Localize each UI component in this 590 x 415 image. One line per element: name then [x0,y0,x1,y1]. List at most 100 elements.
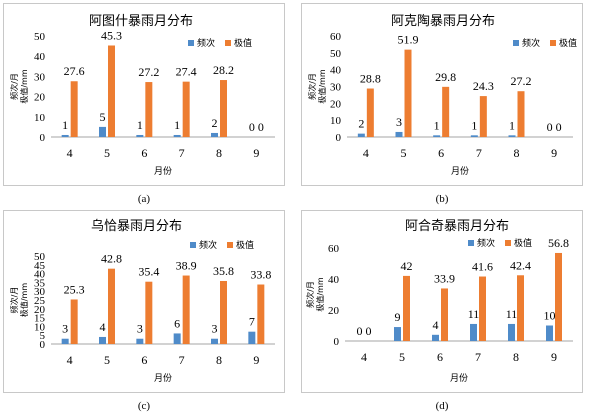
data-label-frequency: 1 [471,118,477,132]
panel-a-frame [3,3,285,186]
data-label-extreme: 27.2 [511,74,532,88]
bar-frequency [395,131,403,137]
x-tick-label: 7 [476,146,482,160]
y-tick-label: 45 [34,260,46,272]
bar-frequency [99,336,106,344]
x-tick-label: 8 [216,146,222,160]
y-tick-label: 40 [34,269,46,281]
bar-frequency [433,135,441,137]
bar-extreme [517,91,525,137]
data-label-extreme: 56.8 [548,236,569,250]
data-label-frequency: 3 [62,322,68,336]
bar-extreme [70,81,78,137]
y-axis-label-1: 频次/月 [9,73,19,100]
y-tick-label: 5 [40,330,46,342]
y-tick-label: 0 [334,336,340,348]
caption-a: (a) [137,193,151,205]
bar-frequency [99,126,106,137]
y-tick-label: 0 [40,132,46,144]
data-label-frequency: 1 [62,118,68,132]
data-label-frequency: 3 [212,322,218,336]
x-tick-label: 4 [361,350,367,364]
data-label-frequency: 1 [137,118,143,132]
y-tick-label: 20 [34,304,46,316]
data-label-extreme: 24.3 [473,79,494,93]
x-tick-label: 7 [179,146,185,160]
y-tick-label: 0 [336,132,342,144]
bar-extreme [108,268,115,344]
panel-b-frame [301,3,583,186]
data-label-frequency: 1 [174,118,180,132]
bar-extreme [441,288,448,341]
x-axis-label: 月份 [154,165,172,177]
y-tick-label: 40 [330,65,342,77]
legend-label-extreme: 极值 [559,37,577,49]
data-label-extreme: 28.2 [213,63,234,77]
y-tick-label: 30 [34,71,46,83]
y-tick-label: 60 [330,31,342,43]
bar-frequency [136,134,144,137]
bar-frequency [357,133,365,137]
bar-extreme [404,49,412,138]
bar-frequency [508,135,516,137]
y-tick-label: 25 [34,295,46,307]
bar-frequency [394,327,401,341]
bar-extreme [145,281,153,344]
data-label-extreme: 27.6 [64,64,85,78]
data-label-extreme: 51.9 [398,33,419,47]
bar-extreme [257,284,265,344]
data-label-extreme: 28.8 [360,72,381,86]
bar-frequency [173,333,181,344]
data-label-frequency: 6 [174,316,180,330]
bar-frequency [61,134,69,137]
x-tick-label: 9 [551,350,557,364]
data-label-extreme: 45.3 [101,28,122,42]
legend-swatch-frequency [513,40,519,46]
x-tick-label: 8 [513,350,519,364]
x-tick-label: 6 [141,353,147,367]
data-label-extreme: 35.4 [138,265,159,279]
data-label-extreme: 42 [401,259,413,273]
data-label-extreme: 42.8 [101,252,122,266]
data-label-frequency: 2 [358,117,364,131]
y-tick-label: 10 [34,321,46,333]
y-tick-label: 40 [328,274,340,286]
x-tick-label: 4 [363,146,369,160]
bar-extreme [366,88,374,137]
y-tick-label: 40 [34,51,46,63]
bar-frequency [173,134,181,137]
data-label-frequency: 0 [249,120,255,134]
y-tick-label: 60 [328,243,340,255]
x-tick-label: 6 [437,350,443,364]
x-tick-label: 5 [401,146,407,160]
y-axis-label-2: 极值/mm [315,277,325,311]
bar-extreme [442,86,450,137]
data-label-frequency: 2 [212,116,218,130]
bar-extreme [220,280,227,344]
x-tick-label: 9 [253,146,259,160]
y-axis-label-1: 频次/月 [305,281,315,308]
x-tick-label: 7 [475,350,481,364]
bar-frequency [248,331,256,344]
y-tick-label: 30 [330,82,342,94]
legend-label-extreme: 极值 [234,37,252,49]
caption-b: (b) [435,193,449,205]
y-tick-label: 50 [330,48,342,60]
legend-label-frequency: 频次 [477,237,495,249]
data-label-frequency: 0 [357,324,363,338]
legend-swatch-extreme [550,40,556,46]
data-label-frequency: 11 [468,307,480,321]
data-label-extreme: 29.8 [435,70,456,84]
chart-title: 阿克陶暴雨月分布 [391,13,495,29]
legend-swatch-frequency [188,40,194,46]
legend-label-extreme: 极值 [514,237,532,249]
legend-swatch-extreme [227,242,233,248]
y-tick-label: 10 [330,115,342,127]
bar-frequency [61,338,69,344]
y-axis-label-2: 极值/mm [19,69,29,103]
bar-frequency [546,325,553,341]
data-label-extreme: 27.2 [138,65,159,79]
data-label-extreme: 33.9 [434,271,455,285]
